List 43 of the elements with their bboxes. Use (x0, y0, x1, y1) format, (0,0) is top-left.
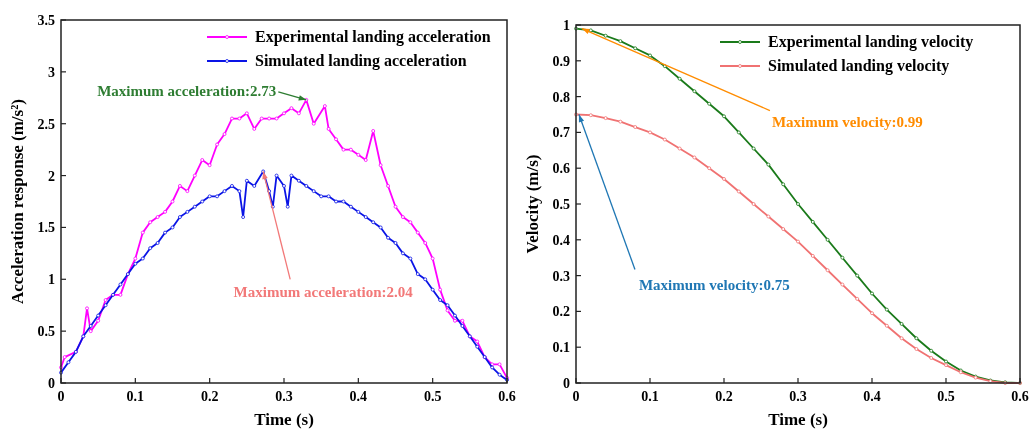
y-tick-label: 0.2 (552, 304, 570, 320)
y-tick-label: 0 (563, 376, 570, 391)
y-tick-label: 0.8 (552, 89, 570, 105)
y-tick-label: 2 (48, 168, 55, 184)
x-tick-label: 0.1 (126, 389, 145, 404)
x-tick-label: 0.3 (275, 389, 293, 404)
x-tick-label: 0.2 (715, 389, 733, 404)
x-tick-label: 0.5 (937, 389, 955, 404)
legend-label: Experimental landing velocity (768, 33, 974, 51)
y-tick-label: 1.5 (37, 220, 55, 236)
annotation: Maximum acceleration:2.04 (233, 284, 414, 301)
y-tick-label: 0.5 (552, 197, 570, 212)
y-tick-label: 0.1 (552, 340, 570, 356)
y-tick-label: 0 (48, 376, 55, 391)
x-tick-label: 0.4 (349, 389, 368, 404)
y-axis-title: Velocity (m/s) (523, 154, 542, 254)
legend-label: Simulated landing velocity (768, 57, 950, 75)
x-tick-label: 0.2 (200, 389, 219, 404)
y-tick-label: 2.5 (37, 116, 55, 132)
x-tick-label: 0.6 (1011, 389, 1029, 404)
y-tick-label: 0.6 (552, 161, 570, 177)
y-tick-label: 1 (48, 272, 55, 288)
annotation: Maximum velocity:0.75 (638, 276, 790, 293)
y-tick-label: 3.5 (37, 13, 55, 28)
x-tick-label: 0.4 (863, 389, 881, 404)
x-axis-title: Time (s) (768, 410, 828, 429)
x-tick-label: 0.1 (641, 389, 659, 404)
x-tick-label: 0.6 (498, 389, 516, 404)
y-tick-label: 0.4 (552, 232, 570, 248)
legend-label: Simulated landing acceleration (255, 52, 467, 70)
y-tick-label: 0.9 (552, 53, 570, 69)
x-tick-label: 0.3 (789, 389, 807, 404)
annotation: Maximum acceleration:2.73 (97, 82, 277, 99)
y-tick-label: 0.5 (37, 324, 55, 340)
y-tick-label: 1 (563, 18, 570, 33)
x-tick-label: 0.5 (423, 389, 442, 404)
x-axis-title: Time (s) (254, 410, 314, 429)
y-tick-label: 0.3 (552, 268, 570, 284)
y-tick-label: 0.7 (552, 125, 570, 141)
annotation: Maximum velocity:0.99 (771, 113, 923, 130)
y-axis-title: Acceleration response (m/s²) (8, 99, 27, 304)
y-tick-label: 3 (48, 64, 55, 80)
legend-label: Experimental landing acceleration (255, 28, 491, 46)
